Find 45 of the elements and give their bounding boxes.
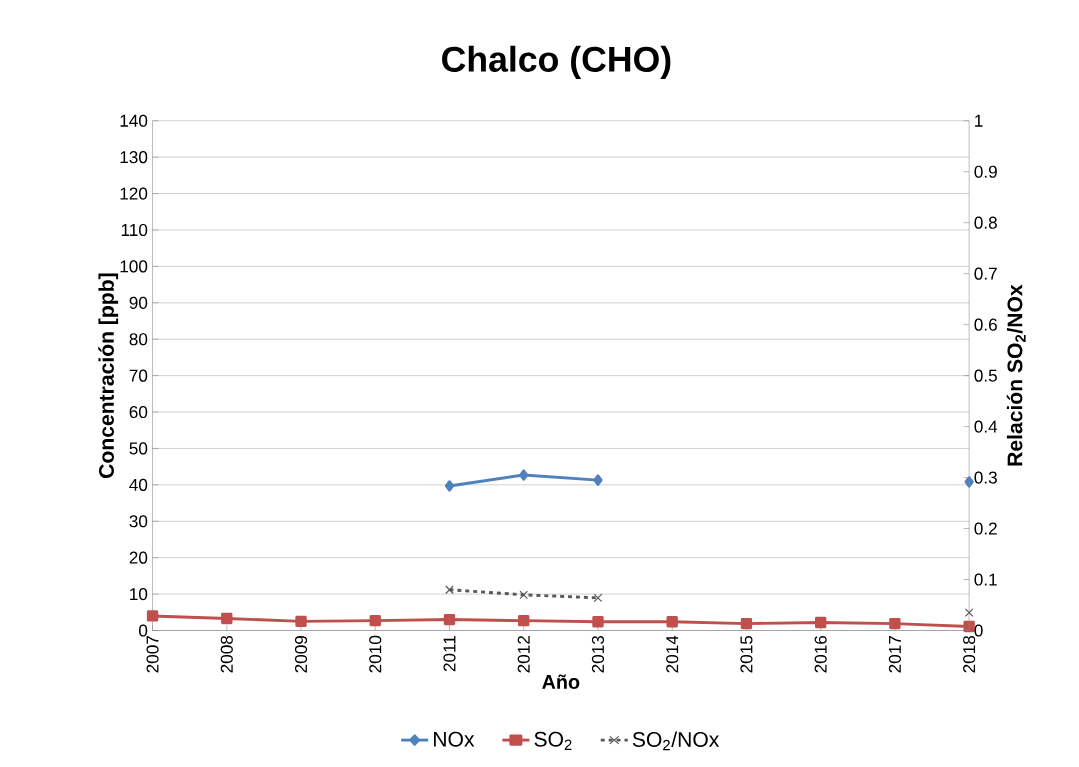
y2-tick-label: 0.5 [974, 369, 997, 382]
y-tick-label: 80 [129, 333, 148, 346]
x-tick-label: 2014 [666, 635, 679, 673]
y-tick-label: 20 [129, 551, 148, 564]
y2-tick-label: 1 [975, 114, 983, 127]
y-tick-label: 50 [129, 442, 148, 455]
y2-tick-label: 0.3 [974, 471, 997, 484]
x-tick-label: 2010 [369, 635, 382, 673]
legend-label: NOx [434, 731, 475, 747]
y-tick-label: 140 [120, 114, 148, 127]
y2-tick-label: 0.8 [974, 216, 997, 229]
y-tick-label: 30 [129, 515, 148, 528]
x-tick-label: 2016 [814, 635, 827, 673]
y-axis-title: Concentración [ppb] [98, 273, 119, 478]
y2-tick-label: 0.7 [974, 267, 997, 280]
chart-title: Chalco (CHO) [442, 45, 671, 79]
x-tick-label: 2013 [591, 635, 605, 673]
x-tick-label: 2007 [146, 636, 159, 673]
x-tick-label: 2011 [443, 635, 456, 672]
x-tick-label: 2012 [517, 636, 530, 673]
y2-axis-title: Relación SO$_{2}$/NOx [1006, 284, 1026, 466]
y-tick-label: 10 [130, 587, 148, 601]
y-tick-label: 60 [129, 405, 148, 419]
x-tick-label: 2015 [740, 635, 753, 673]
y2-tick-label: 0.9 [974, 165, 997, 178]
x-tick-label: 2018 [963, 635, 976, 673]
x-tick-label: 2009 [294, 635, 308, 673]
x-tick-label: 2017 [888, 636, 901, 673]
y2-tick-label: 0 [974, 624, 983, 637]
y2-tick-label: 0.4 [974, 420, 998, 433]
y2-tick-label: 0.2 [974, 522, 997, 535]
x-axis-title: Año [542, 674, 580, 689]
y-tick-label: 120 [120, 187, 148, 200]
y-tick-label: 110 [121, 223, 148, 237]
y2-tick-label: 0.6 [974, 318, 997, 331]
y-tick-label: 0 [139, 624, 148, 637]
y-tick-label: 70 [129, 369, 148, 382]
y2-tick-label: 0.1 [974, 573, 997, 586]
y-tick-label: 40 [129, 478, 148, 491]
legend-label: SO$_{2}$/NOx [632, 731, 720, 751]
y-tick-label: 90 [129, 296, 148, 309]
x-tick-label: 2008 [220, 635, 233, 673]
y-tick-label: 100 [120, 260, 148, 273]
y-tick-label: 130 [120, 151, 148, 164]
legend-label: SO$_{2}$ [534, 731, 572, 750]
